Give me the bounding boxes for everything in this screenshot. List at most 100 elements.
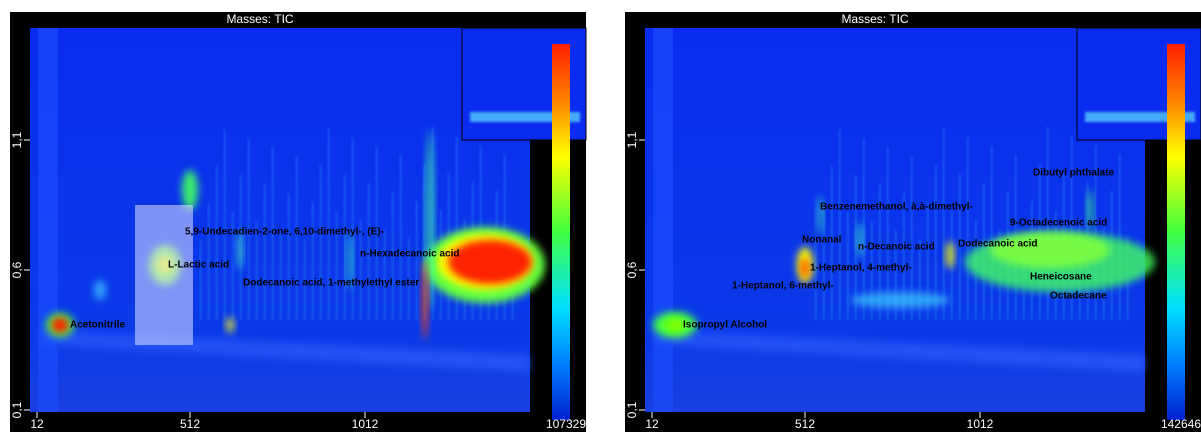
streak — [296, 156, 298, 320]
peak — [946, 241, 954, 269]
compound-label: Octadecane — [1050, 291, 1107, 302]
compound-label: Heneicosane — [1030, 272, 1092, 283]
streak — [200, 240, 202, 320]
streak — [911, 156, 913, 320]
chromatogram-panel: Masses: TIC 142646 12 512 1012 0,1 0,6 1,1 Isopr… — [625, 12, 1201, 432]
x-tick-label: 512 — [180, 417, 200, 431]
streak — [839, 129, 841, 320]
peak — [94, 280, 106, 300]
color-scale — [552, 44, 570, 420]
compound-label: Isopropyl Alcohol — [683, 320, 767, 331]
inset-trace — [470, 112, 580, 122]
x-tick-label: 512 — [795, 417, 815, 431]
streak — [831, 166, 833, 320]
streak — [248, 138, 250, 320]
streak — [320, 165, 322, 320]
y-tick-label: 1,1 — [10, 131, 24, 148]
y-tick-label: 1,1 — [625, 131, 639, 148]
streak — [376, 146, 378, 320]
streak — [360, 220, 362, 320]
streak — [879, 184, 881, 320]
streak — [919, 239, 921, 320]
scale-max: 142646 — [1161, 417, 1201, 431]
streak — [392, 192, 394, 320]
streak — [416, 201, 418, 320]
streak — [935, 165, 937, 320]
streak — [895, 230, 897, 320]
streak — [1071, 136, 1073, 320]
compound-label: Dodecanoic acid, 1-methylethyl ester — [243, 278, 419, 289]
streak — [887, 147, 889, 320]
streak — [943, 128, 945, 320]
peak — [226, 317, 234, 333]
y-tick-label: 0,6 — [625, 261, 639, 278]
x-tick-label: 12 — [645, 417, 659, 431]
peak — [448, 240, 532, 284]
streak — [280, 230, 282, 320]
peak — [850, 292, 950, 308]
streak — [959, 174, 961, 320]
early-band — [653, 28, 673, 412]
inset-trace — [1085, 112, 1195, 122]
streak — [264, 184, 266, 320]
streak — [208, 203, 210, 320]
streak — [216, 166, 218, 320]
streak — [871, 221, 873, 320]
baseline-band — [655, 330, 1145, 372]
streak — [903, 193, 905, 320]
streak — [304, 239, 306, 320]
peak — [801, 258, 809, 278]
compound-label: Dibutyl phthalate — [1033, 168, 1115, 179]
streak — [400, 155, 402, 320]
streak — [384, 229, 386, 320]
compound-label: Nonanal — [802, 235, 842, 246]
streak — [232, 212, 234, 320]
y-tick-label: 0,1 — [625, 401, 639, 418]
streak — [855, 175, 857, 320]
y-tick-label: 0,1 — [10, 401, 24, 418]
streak — [456, 136, 458, 320]
streak — [991, 146, 993, 320]
compound-label: n-Hexadecanoic acid — [360, 249, 459, 260]
peak — [817, 195, 823, 235]
scale-max: 107329 — [546, 417, 586, 431]
streak — [927, 202, 929, 320]
panel-title: Masses: TIC — [841, 12, 908, 26]
streak — [312, 202, 314, 320]
selection-overlay — [135, 205, 193, 345]
chromatogram-panel: Masses: TIC 107329 12 512 1012 0,1 0,6 1,1 Aceto… — [10, 12, 587, 432]
streak — [967, 137, 969, 320]
streak — [288, 193, 290, 320]
streak — [424, 164, 426, 320]
streak — [847, 212, 849, 320]
streak — [1047, 127, 1049, 320]
streak — [272, 147, 274, 320]
streak — [224, 129, 226, 320]
compound-label: Acetonitrile — [70, 320, 125, 331]
color-scale — [1167, 44, 1185, 420]
streak — [328, 128, 330, 320]
streak — [336, 211, 338, 320]
streak — [256, 221, 258, 320]
x-tick-label: 12 — [30, 417, 44, 431]
streak — [863, 138, 865, 320]
peak — [1087, 190, 1093, 230]
peak — [51, 317, 69, 333]
panel-title: Masses: TIC — [226, 12, 293, 26]
compound-label: Dodecanoic acid — [958, 239, 1037, 250]
streak — [823, 203, 825, 320]
peak — [182, 170, 198, 210]
streak — [408, 238, 410, 320]
y-tick-label: 0,6 — [10, 261, 24, 278]
x-tick-label: 1012 — [967, 417, 994, 431]
streak — [1095, 145, 1097, 320]
compound-label: 1-Heptanol, 4-methyl- — [810, 263, 912, 274]
compound-label: Benzenemethanol, à,à-dimethyl- — [820, 202, 973, 213]
compound-label: 9-Octadecenoic acid — [1010, 218, 1107, 229]
streak — [368, 183, 370, 320]
peak — [426, 130, 434, 310]
x-tick-label: 1012 — [352, 417, 379, 431]
peak — [422, 260, 428, 340]
early-band — [38, 28, 58, 412]
